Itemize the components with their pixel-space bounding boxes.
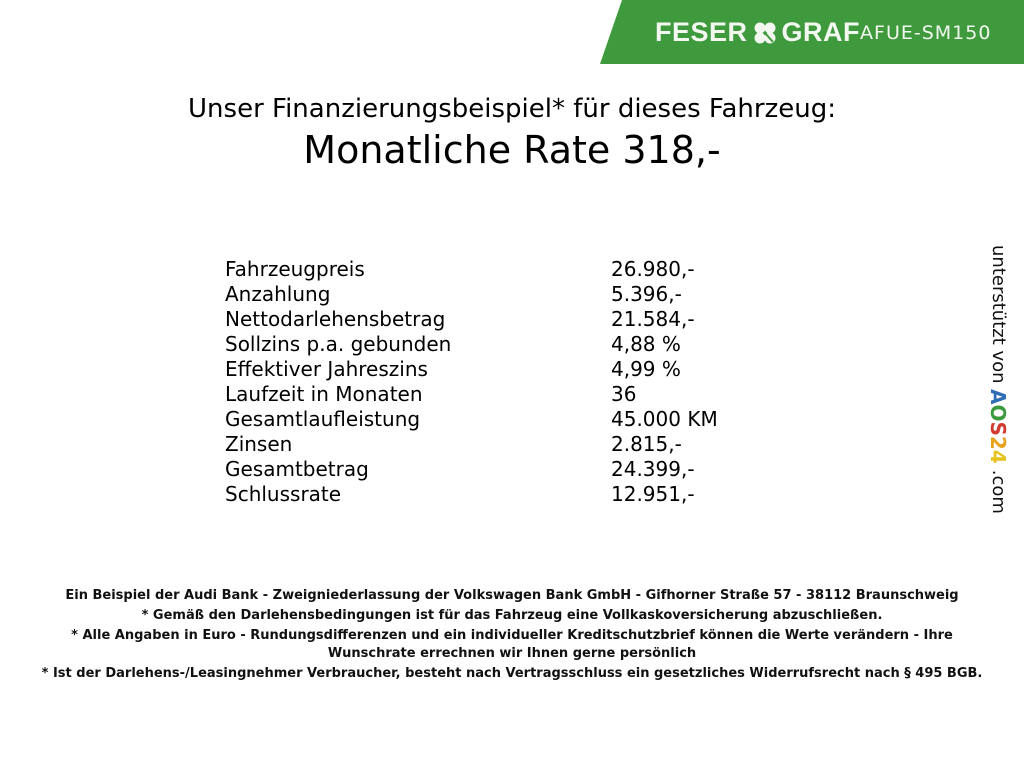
monthly-rate-title: Monatliche Rate 318,- xyxy=(303,128,721,172)
detail-row: Zinsen 2.815,- xyxy=(222,432,718,457)
detail-value: 24.399,- xyxy=(611,457,695,481)
header-banner xyxy=(600,0,1024,64)
detail-value: 4,99 % xyxy=(611,357,681,381)
brand-name-left: FESER xyxy=(655,17,748,47)
detail-value: 21.584,- xyxy=(611,307,695,331)
detail-row: Laufzeit in Monaten 36 xyxy=(222,382,718,407)
detail-label: Effektiver Jahreszins xyxy=(225,357,428,381)
offer-subtitle: Unser Finanzierungsbeispiel* für dieses … xyxy=(188,94,836,124)
detail-row: Gesamtlaufleistung 45.000 KM xyxy=(222,407,718,432)
detail-label: Sollzins p.a. gebunden xyxy=(225,332,452,356)
vehicle-code: AFUE-SM150 xyxy=(860,21,992,44)
supported-by-aos24: unterstützt von AOS24 .com xyxy=(986,245,1010,514)
brand-logo: FESER GRAF AFUE-SM150 xyxy=(655,17,991,48)
detail-value: 45.000 KM xyxy=(611,407,718,431)
supported-by-label: unterstützt von xyxy=(988,245,1009,384)
detail-row: Schlussrate 12.951,- xyxy=(222,482,718,507)
detail-row: Nettodarlehensbetrag 21.584,- xyxy=(222,307,718,332)
legal-footer: Ein Beispiel der Audi Bank - Zweignieder… xyxy=(40,587,984,685)
detail-value: 12.951,- xyxy=(611,482,695,506)
detail-label: Nettodarlehensbetrag xyxy=(225,307,446,331)
aos24-letter: 4 xyxy=(986,450,1010,465)
aos24-logo: AOS24 xyxy=(986,389,1010,464)
detail-row: Sollzins p.a. gebunden 4,88 % xyxy=(222,332,718,357)
detail-label: Zinsen xyxy=(225,432,293,456)
footer-rounding-note: * Alle Angaben in Euro - Rundungsdiffere… xyxy=(71,628,953,661)
detail-label: Schlussrate xyxy=(225,482,342,506)
brand-name-right: GRAF xyxy=(781,17,861,47)
detail-row: Effektiver Jahreszins 4,99 % xyxy=(222,357,718,382)
aos24-letter: 2 xyxy=(986,436,1010,451)
detail-value: 2.815,- xyxy=(611,432,682,456)
detail-label: Laufzeit in Monaten xyxy=(225,382,423,406)
financing-details-table: Fahrzeugpreis 26.980,- Anzahlung 5.396,- Net… xyxy=(222,257,718,507)
detail-label: Fahrzeugpreis xyxy=(225,257,365,281)
aos24-letter: O xyxy=(986,404,1010,422)
detail-value: 36 xyxy=(611,382,637,406)
clover-icon xyxy=(754,22,776,43)
detail-value: 26.980,- xyxy=(611,257,695,281)
detail-label: Anzahlung xyxy=(225,282,331,306)
footer-insurance-note: * Gemäß den Darlehensbedingungen ist für… xyxy=(141,608,883,623)
detail-row: Gesamtbetrag 24.399,- xyxy=(222,457,718,482)
footer-bank-info: Ein Beispiel der Audi Bank - Zweignieder… xyxy=(65,588,959,603)
aos24-letter: A xyxy=(986,389,1010,405)
detail-row: Fahrzeugpreis 26.980,- xyxy=(222,257,718,282)
detail-label: Gesamtbetrag xyxy=(225,457,369,481)
domain-suffix: .com xyxy=(988,469,1009,514)
detail-row: Anzahlung 5.396,- xyxy=(222,282,718,307)
footer-withdrawal-note: * Ist der Darlehens-/Leasingnehmer Verbr… xyxy=(41,666,983,681)
detail-value: 4,88 % xyxy=(611,332,681,356)
aos24-letter: S xyxy=(986,421,1010,437)
detail-value: 5.396,- xyxy=(611,282,682,306)
detail-label: Gesamtlaufleistung xyxy=(225,407,421,431)
